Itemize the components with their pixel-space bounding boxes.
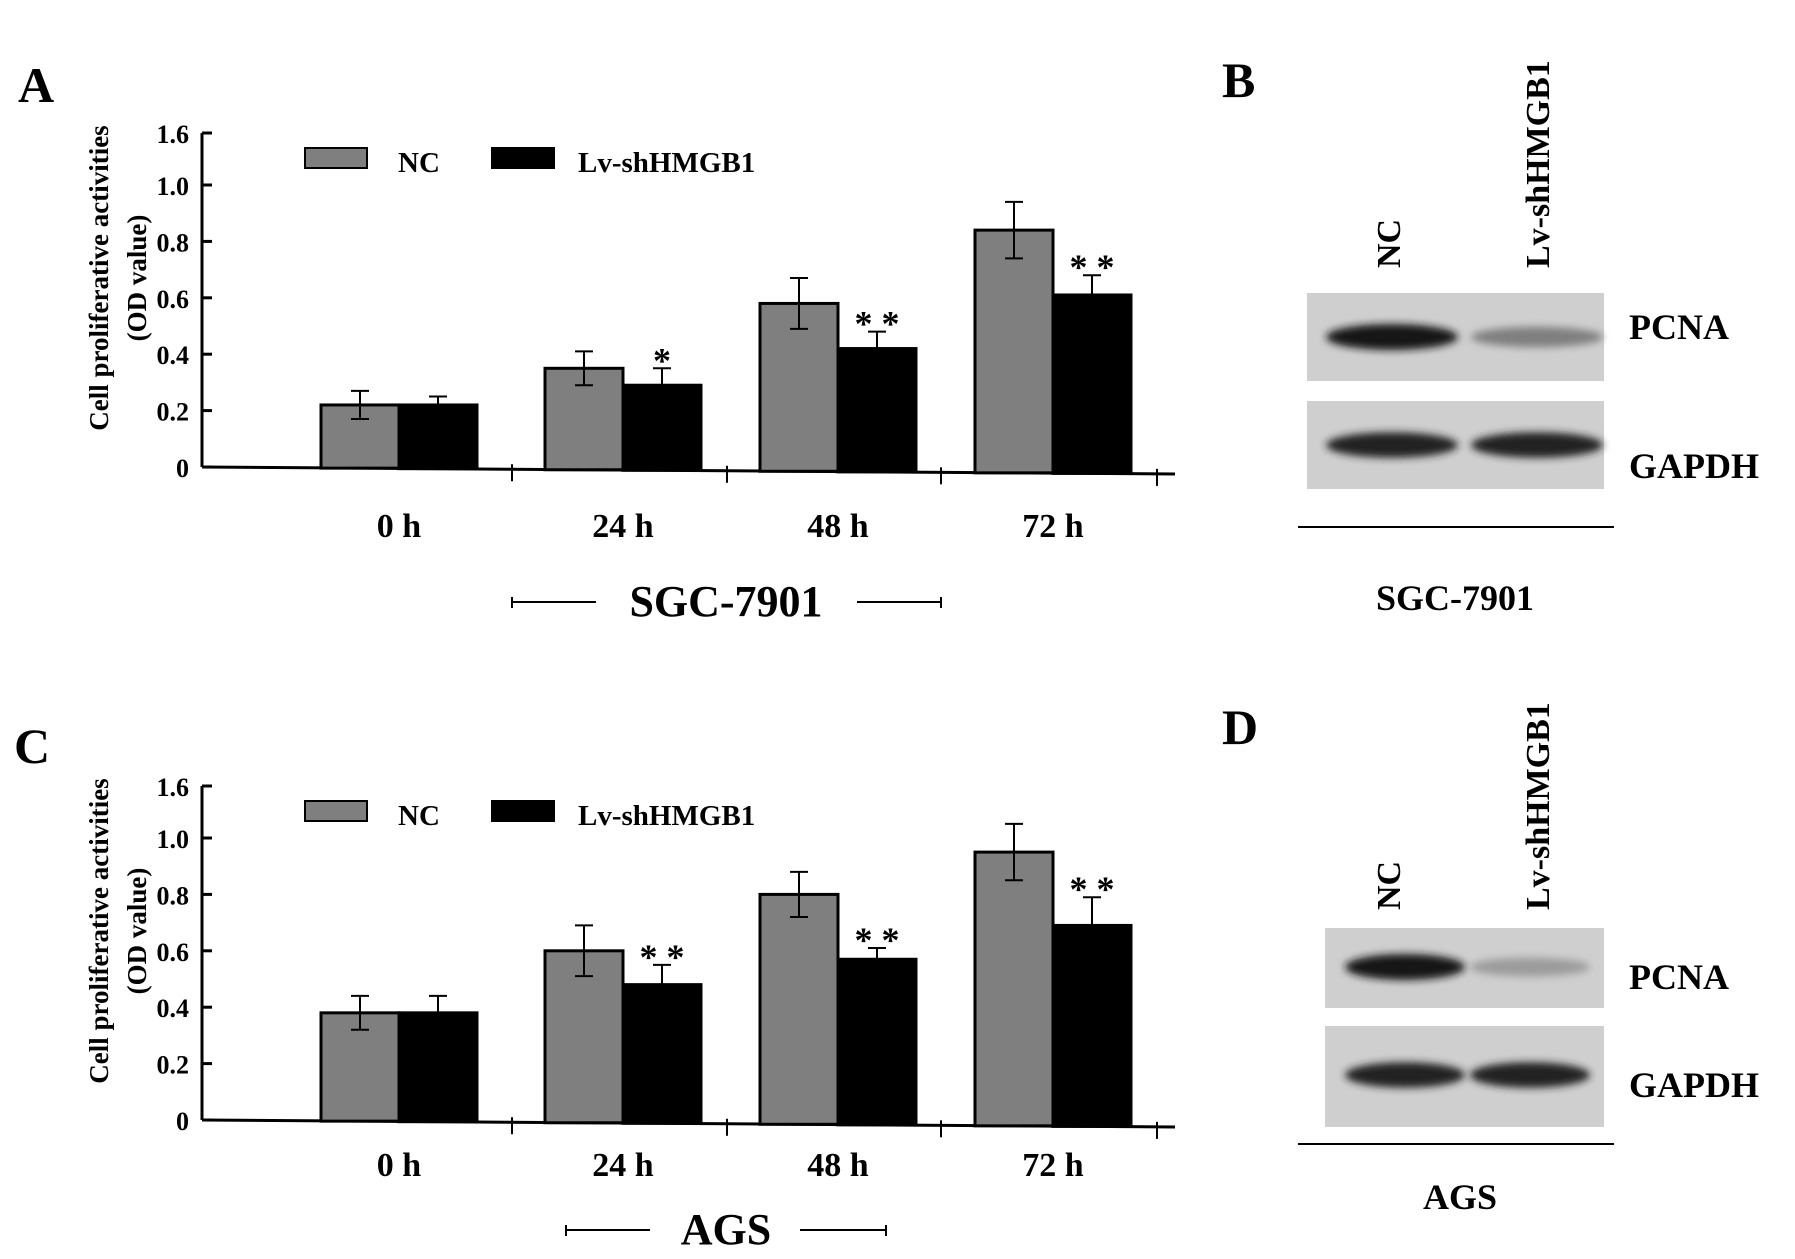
legend-label-lv: Lv-shHMGB1	[578, 147, 755, 179]
cell-line-label: SGC-7901	[1376, 578, 1534, 618]
y-tick-label: 0.8	[157, 881, 190, 910]
bar-lv-shhmgb1	[621, 983, 703, 1125]
blot-band-gapdh	[1470, 1062, 1590, 1088]
bar-lv-shhmgb1	[397, 1011, 479, 1124]
y-tick-label: 0.8	[157, 228, 190, 257]
bar-lv-shhmgb1	[1051, 923, 1133, 1128]
x-category-label: 48 h	[807, 1147, 869, 1184]
y-tick-label: 0.2	[157, 1051, 190, 1080]
y-axis-title-line2: (OD value)	[122, 868, 152, 995]
panel-letter-b: B	[1222, 52, 1255, 108]
bar-lv-shhmgb1	[836, 957, 918, 1127]
cell-line-label: AGS	[1423, 1177, 1497, 1217]
panel-letter-c: C	[14, 718, 50, 774]
y-tick-label: 1.0	[157, 825, 190, 854]
significance-marker: * *	[855, 304, 900, 344]
bar-lv-shhmgb1	[397, 403, 479, 471]
y-tick-label: 0.4	[157, 994, 190, 1023]
y-tick-label-top: 1.6	[157, 120, 190, 149]
lane-label-lv: Lv-shHMGB1	[1520, 702, 1557, 910]
legend-swatch-lv	[491, 800, 555, 822]
bar-nc	[758, 301, 840, 473]
y-tick-label: 0.4	[157, 341, 190, 370]
group-label: AGS	[681, 1205, 771, 1254]
bar-lv-shhmgb1	[1051, 293, 1133, 475]
significance-marker: * *	[1070, 247, 1115, 287]
y-axis-title-line1: Cell proliferative activities	[84, 778, 114, 1083]
significance-marker: * *	[1070, 869, 1115, 909]
x-category-label: 72 h	[1022, 508, 1084, 545]
panel-b-western-blot: B NC Lv-shHMGB1 PCNA GAPDH SGC-7901	[1222, 52, 1759, 618]
significance-marker: * *	[855, 920, 900, 960]
lane-label-nc: NC	[1371, 219, 1408, 268]
x-category-label: 24 h	[592, 1147, 654, 1184]
legend-label-nc: NC	[398, 800, 440, 832]
lane-label-nc: NC	[1371, 861, 1408, 910]
y-tick-label: 0.2	[157, 398, 190, 427]
blot-band-gapdh	[1471, 432, 1603, 458]
x-category-label: 72 h	[1022, 1147, 1084, 1184]
legend-swatch-nc	[304, 800, 368, 822]
y-tick-label: 0.6	[157, 938, 190, 967]
band-label-gapdh: GAPDH	[1629, 446, 1759, 486]
band-label-pcna: PCNA	[1629, 957, 1729, 997]
x-category-label: 24 h	[592, 508, 654, 545]
y-tick-label: 0	[176, 1107, 189, 1136]
panel-d-western-blot: D NC Lv-shHMGB1 PCNA GAPDH AGS	[1222, 699, 1759, 1217]
bar-lv-shhmgb1	[836, 347, 918, 474]
y-axis-title-line2: (OD value)	[122, 215, 152, 342]
y-axis-title-line1: Cell proliferative activities	[84, 125, 114, 430]
x-category-label: 0 h	[377, 1147, 422, 1184]
x-category-label: 0 h	[377, 508, 422, 545]
y-tick-label-top: 1.6	[157, 773, 190, 802]
bar-nc	[758, 892, 840, 1126]
panel-c-chart: C Cell proliferative activities (OD valu…	[14, 718, 1176, 1254]
legend-swatch-nc	[304, 147, 368, 169]
bar-nc	[319, 1011, 401, 1123]
y-tick-label: 0	[176, 454, 189, 483]
band-label-pcna: PCNA	[1629, 307, 1729, 347]
blot-band-pcna	[1470, 957, 1590, 977]
group-label: SGC-7901	[629, 577, 822, 626]
legend-label-nc: NC	[398, 147, 440, 179]
bar-lv-shhmgb1	[621, 383, 703, 472]
lane-label-lv: Lv-shHMGB1	[1520, 60, 1557, 268]
panel-letter-d: D	[1222, 699, 1258, 755]
y-tick-label: 1.0	[157, 172, 190, 201]
significance-marker: * *	[640, 937, 685, 977]
blot-band-gapdh	[1345, 1062, 1465, 1088]
bar-nc	[973, 228, 1055, 475]
blot-band-pcna	[1326, 324, 1458, 350]
blot-band-gapdh	[1326, 432, 1458, 458]
panel-letter-a: A	[18, 57, 54, 113]
significance-marker: *	[653, 340, 671, 380]
legend-label-lv: Lv-shHMGB1	[578, 800, 755, 832]
panel-a-chart: A Cell proliferative activities (OD valu…	[18, 57, 1176, 626]
x-category-label: 48 h	[807, 508, 869, 545]
blot-band-pcna	[1471, 326, 1603, 348]
blot-band-pcna	[1345, 954, 1465, 980]
legend-swatch-lv	[491, 147, 555, 169]
y-tick-label: 0.6	[157, 285, 190, 314]
band-label-gapdh: GAPDH	[1629, 1065, 1759, 1105]
bar-nc	[973, 850, 1055, 1128]
